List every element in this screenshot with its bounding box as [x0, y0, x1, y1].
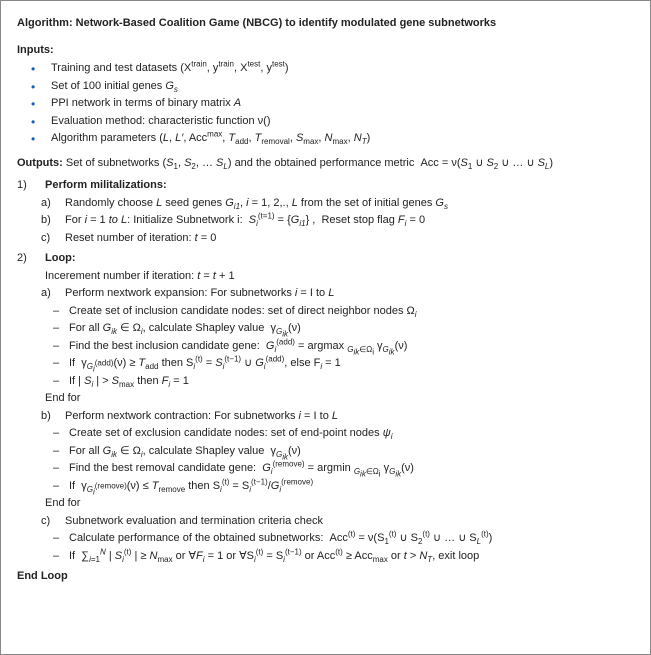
- inputs-list: Training and test datasets (Xtrain, ytra…: [17, 60, 636, 147]
- step-1a: a)Randomly choose L seed genes Gi1, i = …: [17, 195, 636, 212]
- algorithm-title: Algorithm: Network-Based Coalition Game …: [17, 15, 636, 32]
- outputs-text: Set of subnetworks (S1, S2, … SL) and th…: [63, 157, 553, 169]
- step-1: 1) Perform militalizations:: [17, 177, 636, 194]
- input-item: Training and test datasets (Xtrain, ytra…: [17, 60, 636, 77]
- step-2a-item: For all Gik ∈ Ωi, calculate Shapley valu…: [17, 320, 636, 337]
- step-2c: c)Subnetwork evaluation and termination …: [17, 513, 636, 530]
- step-number: 1): [17, 177, 45, 194]
- algorithm-box: Algorithm: Network-Based Coalition Game …: [0, 0, 651, 655]
- step-2c-item: If ∑i=1N | Si(t) | ≥ Nmax or ∀Fi = 1 or …: [17, 548, 636, 565]
- step-2a-item: Find the best inclusion candidate gene: …: [17, 338, 636, 355]
- outputs-heading: Outputs:: [17, 157, 63, 169]
- step-1c: c)Reset number of iteration: t = 0: [17, 230, 636, 247]
- step-number: 2): [17, 250, 45, 267]
- inputs-heading: Inputs:: [17, 42, 636, 59]
- step-2b-item: Create set of exclusion candidate nodes:…: [17, 425, 636, 442]
- outputs-line: Outputs: Set of subnetworks (S1, S2, … S…: [17, 155, 636, 172]
- end-loop: End Loop: [17, 568, 636, 585]
- input-item: Algorithm parameters (L, L′, Accmax, Tad…: [17, 130, 636, 147]
- input-item: Set of 100 initial genes Gs: [17, 78, 636, 95]
- step-2-increment: Incerement number if iteration: t = t + …: [17, 268, 636, 285]
- end-for: End for: [17, 495, 636, 512]
- step-2-heading: Loop:: [45, 252, 76, 264]
- input-item: Evaluation method: characteristic functi…: [17, 113, 636, 130]
- step-1-heading: Perform militalizations:: [45, 179, 167, 191]
- step-2a: a)Perform nextwork expansion: For subnet…: [17, 285, 636, 302]
- step-2a-item: If γGi(add)(ν) ≥ Tadd then Si(t) = Si(t−…: [17, 355, 636, 372]
- step-2a-item: If | Si | > Smax then Fi = 1: [17, 373, 636, 390]
- step-2: 2) Loop:: [17, 250, 636, 267]
- end-for: End for: [17, 390, 636, 407]
- step-1b: b)For i = 1 to L: Initialize Subnetwork …: [17, 212, 636, 229]
- step-2a-item: Create set of inclusion candidate nodes:…: [17, 303, 636, 320]
- step-2b-item: If γGi(remove)(ν) ≤ Tremove then Si(t) =…: [17, 478, 636, 495]
- step-2c-item: Calculate performance of the obtained su…: [17, 530, 636, 547]
- step-2b-item: Find the best removal candidate gene: Gi…: [17, 460, 636, 477]
- input-item: PPI network in terms of binary matrix A: [17, 95, 636, 112]
- step-2b: b)Perform nextwork contraction: For subn…: [17, 408, 636, 425]
- step-2b-item: For all Gik ∈ Ωi, calculate Shapley valu…: [17, 443, 636, 460]
